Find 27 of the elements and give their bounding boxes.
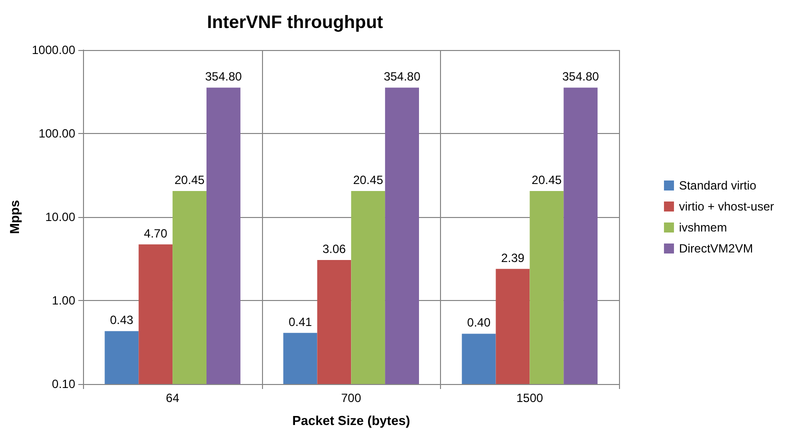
legend-label: virtio + vhost-user [678,200,774,214]
chart-title: InterVNF throughput [207,12,383,32]
legend-label: ivshmem [678,220,727,234]
data-label: 3.06 [322,242,346,256]
data-label: 0.40 [467,316,491,330]
y-tick-label: 100.00 [38,126,76,140]
data-label: 0.43 [110,313,134,328]
data-label: 4.70 [144,226,168,240]
x-axis-title: Packet Size (bytes) [292,413,410,428]
data-label: 2.39 [501,250,525,265]
x-tick-label: 700 [341,391,362,405]
data-label: 20.45 [353,173,384,188]
data-label: 20.45 [532,173,562,188]
data-label: 354.80 [562,70,600,84]
legend-label: Standard virtio [678,178,757,192]
data-label: 20.45 [174,173,205,188]
x-tick-label: 1500 [516,391,544,405]
y-tick-label: 0.10 [52,377,76,391]
y-tick-label: 10.00 [45,210,76,224]
y-axis-title: Mpps [7,200,22,234]
data-label: 354.80 [384,70,421,84]
x-tick-label: 64 [166,391,180,405]
y-tick-label: 1000.00 [32,43,76,57]
data-label: 354.80 [205,70,242,84]
legend-label: DirectVM2VM [678,242,753,256]
data-label: 0.41 [288,314,312,329]
y-tick-label: 1.00 [52,294,76,308]
